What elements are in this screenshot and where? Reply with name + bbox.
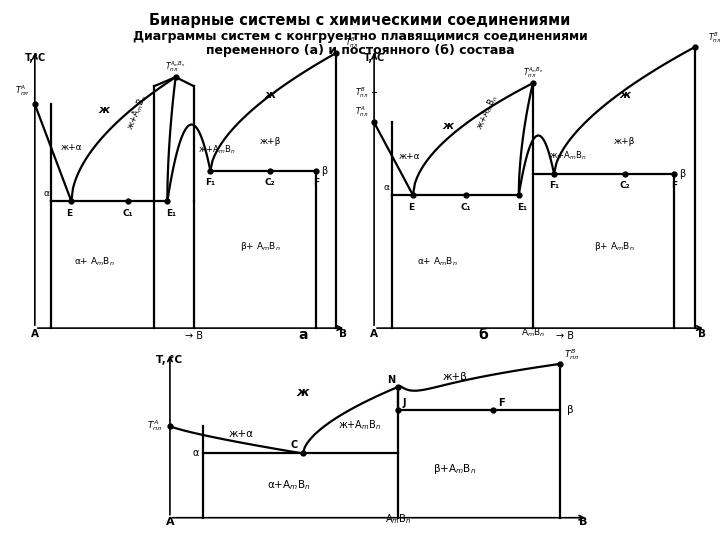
Text: T,°C: T,°C: [364, 53, 384, 63]
Text: $T^A_{пл}$: $T^A_{пл}$: [148, 418, 163, 434]
Text: C: C: [291, 440, 298, 450]
Text: → B: → B: [185, 330, 203, 341]
Text: $T^A_{пл}$: $T^A_{пл}$: [15, 83, 30, 98]
Text: β: β: [321, 166, 328, 176]
Text: A$_m$B$_n$: A$_m$B$_n$: [385, 512, 411, 526]
Text: J: J: [402, 397, 406, 408]
Text: переменного (а) и постоянного (б) состава: переменного (а) и постоянного (б) состав…: [206, 44, 514, 57]
Text: $T^B_{пл}$: $T^B_{пл}$: [564, 347, 580, 362]
Text: B: B: [339, 329, 347, 339]
Text: C₁: C₁: [122, 208, 132, 218]
Text: $T^B_{пл}$: $T^B_{пл}$: [344, 35, 358, 50]
Text: B: B: [579, 517, 588, 526]
Text: ж: ж: [264, 90, 276, 100]
Text: A$_m$B$_n$: A$_m$B$_n$: [521, 326, 545, 339]
Text: E₁: E₁: [517, 202, 527, 212]
Text: A: A: [31, 329, 39, 339]
Text: ж+α: ж+α: [399, 152, 420, 161]
Text: ж: ж: [619, 90, 630, 100]
Text: ж+A$_m$B$_n$: ж+A$_m$B$_n$: [125, 92, 150, 132]
Text: β+A$_m$B$_n$: β+A$_m$B$_n$: [433, 462, 477, 476]
Text: ж+A$_m$B$_n$: ж+A$_m$B$_n$: [474, 93, 500, 132]
Text: T,°C: T,°C: [25, 53, 46, 63]
Text: ж+A$_m$B$_n$: ж+A$_m$B$_n$: [338, 418, 382, 432]
Text: E: E: [408, 202, 414, 212]
Text: A: A: [370, 329, 378, 339]
Text: F₁: F₁: [549, 181, 559, 191]
Text: ж: ж: [443, 120, 454, 131]
Text: E₁: E₁: [166, 208, 176, 218]
Text: F: F: [498, 397, 505, 408]
Text: α+ A$_m$B$_n$: α+ A$_m$B$_n$: [74, 255, 115, 268]
Text: α: α: [192, 448, 199, 458]
Text: A: A: [166, 517, 174, 526]
Text: ж+α: ж+α: [60, 143, 82, 152]
Text: $T^A_{пл}$: $T^A_{пл}$: [356, 105, 369, 119]
Text: ж+A$_m$B$_n$: ж+A$_m$B$_n$: [198, 144, 235, 156]
Text: β+ A$_m$B$_n$: β+ A$_m$B$_n$: [240, 240, 280, 253]
Text: ж+A$_m$B$_n$: ж+A$_m$B$_n$: [549, 150, 587, 162]
Text: Бинарные системы с химическими соединениями: Бинарные системы с химическими соединени…: [149, 14, 571, 29]
Text: ж+β: ж+β: [259, 137, 281, 146]
Text: Диаграммы систем с конгруентно плавящимися соединениями: Диаграммы систем с конгруентно плавящими…: [132, 30, 588, 43]
Text: ж+β: ж+β: [443, 372, 467, 382]
Text: α: α: [44, 189, 50, 198]
Text: α+A$_m$B$_n$: α+A$_m$B$_n$: [267, 478, 310, 492]
Text: C₁: C₁: [461, 202, 471, 212]
Text: E: E: [66, 208, 73, 218]
Text: C₂: C₂: [265, 178, 275, 187]
Text: B: B: [698, 329, 706, 339]
Text: $T^{A_mB_n}_{пл}$: $T^{A_mB_n}_{пл}$: [166, 59, 186, 74]
Text: F₁: F₁: [205, 178, 215, 187]
Text: F: F: [671, 181, 677, 191]
Text: а: а: [298, 328, 308, 342]
Text: ж+α: ж+α: [229, 429, 253, 440]
Text: F: F: [313, 178, 320, 187]
Text: ж: ж: [297, 386, 309, 399]
Text: α+ A$_m$B$_n$: α+ A$_m$B$_n$: [417, 255, 458, 268]
Text: N: N: [387, 375, 396, 384]
Text: β: β: [567, 405, 573, 415]
Text: б: б: [479, 328, 488, 342]
Text: $T^B_{пл}$: $T^B_{пл}$: [708, 30, 720, 45]
Text: β+ A$_m$B$_n$: β+ A$_m$B$_n$: [594, 240, 634, 253]
Text: β: β: [679, 169, 685, 179]
Text: $T^{A_mB_n}_{пл}$: $T^{A_mB_n}_{пл}$: [523, 65, 543, 80]
Text: → B: → B: [556, 330, 574, 341]
Text: $T^B_{пл}$: $T^B_{пл}$: [356, 85, 369, 100]
Text: C₂: C₂: [619, 181, 630, 191]
Text: ж+β: ж+β: [614, 137, 635, 146]
Text: α: α: [384, 183, 390, 192]
Text: ж: ж: [99, 105, 110, 116]
Text: T, °C: T, °C: [156, 355, 181, 365]
